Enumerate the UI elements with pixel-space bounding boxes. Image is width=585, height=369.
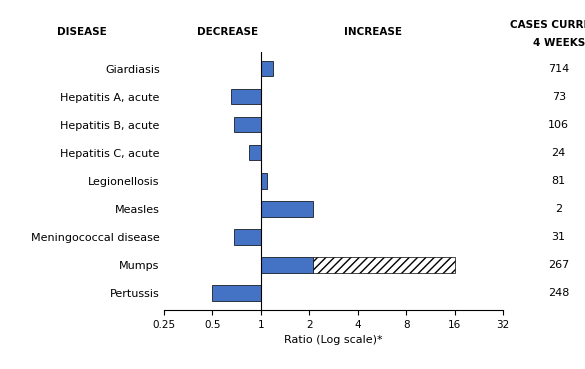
Bar	[261, 61, 274, 76]
X-axis label: Ratio (Log scale)*: Ratio (Log scale)*	[284, 335, 383, 345]
Bar	[234, 117, 261, 132]
Text: 2: 2	[555, 204, 562, 214]
Text: 73: 73	[552, 92, 566, 101]
Bar	[312, 257, 455, 273]
Bar	[261, 173, 267, 189]
Text: DECREASE: DECREASE	[197, 27, 258, 37]
Text: CASES CURRENT: CASES CURRENT	[510, 20, 585, 30]
Text: 31: 31	[552, 232, 566, 242]
Bar	[212, 285, 261, 301]
Text: 248: 248	[548, 288, 569, 298]
Text: DISEASE: DISEASE	[57, 27, 107, 37]
Text: 4 WEEKS: 4 WEEKS	[532, 38, 585, 48]
Bar	[261, 257, 312, 273]
Bar	[249, 145, 261, 161]
Text: 24: 24	[552, 148, 566, 158]
Text: 714: 714	[548, 63, 569, 73]
Bar	[234, 229, 261, 245]
Text: 267: 267	[548, 260, 569, 270]
Text: INCREASE: INCREASE	[345, 27, 402, 37]
Bar	[230, 89, 261, 104]
Text: 106: 106	[548, 120, 569, 130]
Text: 81: 81	[552, 176, 566, 186]
Bar	[261, 201, 312, 217]
